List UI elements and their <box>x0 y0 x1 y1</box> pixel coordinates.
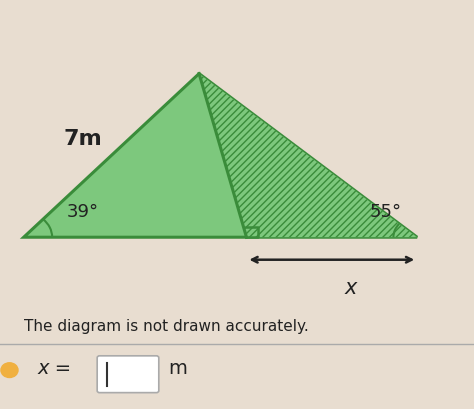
Polygon shape <box>199 74 417 237</box>
Text: 7m: 7m <box>64 129 102 149</box>
Text: x =: x = <box>38 359 72 378</box>
Text: The diagram is not drawn accurately.: The diagram is not drawn accurately. <box>24 319 309 334</box>
Circle shape <box>1 363 18 378</box>
Text: x: x <box>345 278 357 298</box>
Polygon shape <box>24 74 417 237</box>
Text: m: m <box>168 359 187 378</box>
Text: 55°: 55° <box>370 203 402 221</box>
Text: 39°: 39° <box>66 203 99 221</box>
FancyBboxPatch shape <box>97 356 159 393</box>
